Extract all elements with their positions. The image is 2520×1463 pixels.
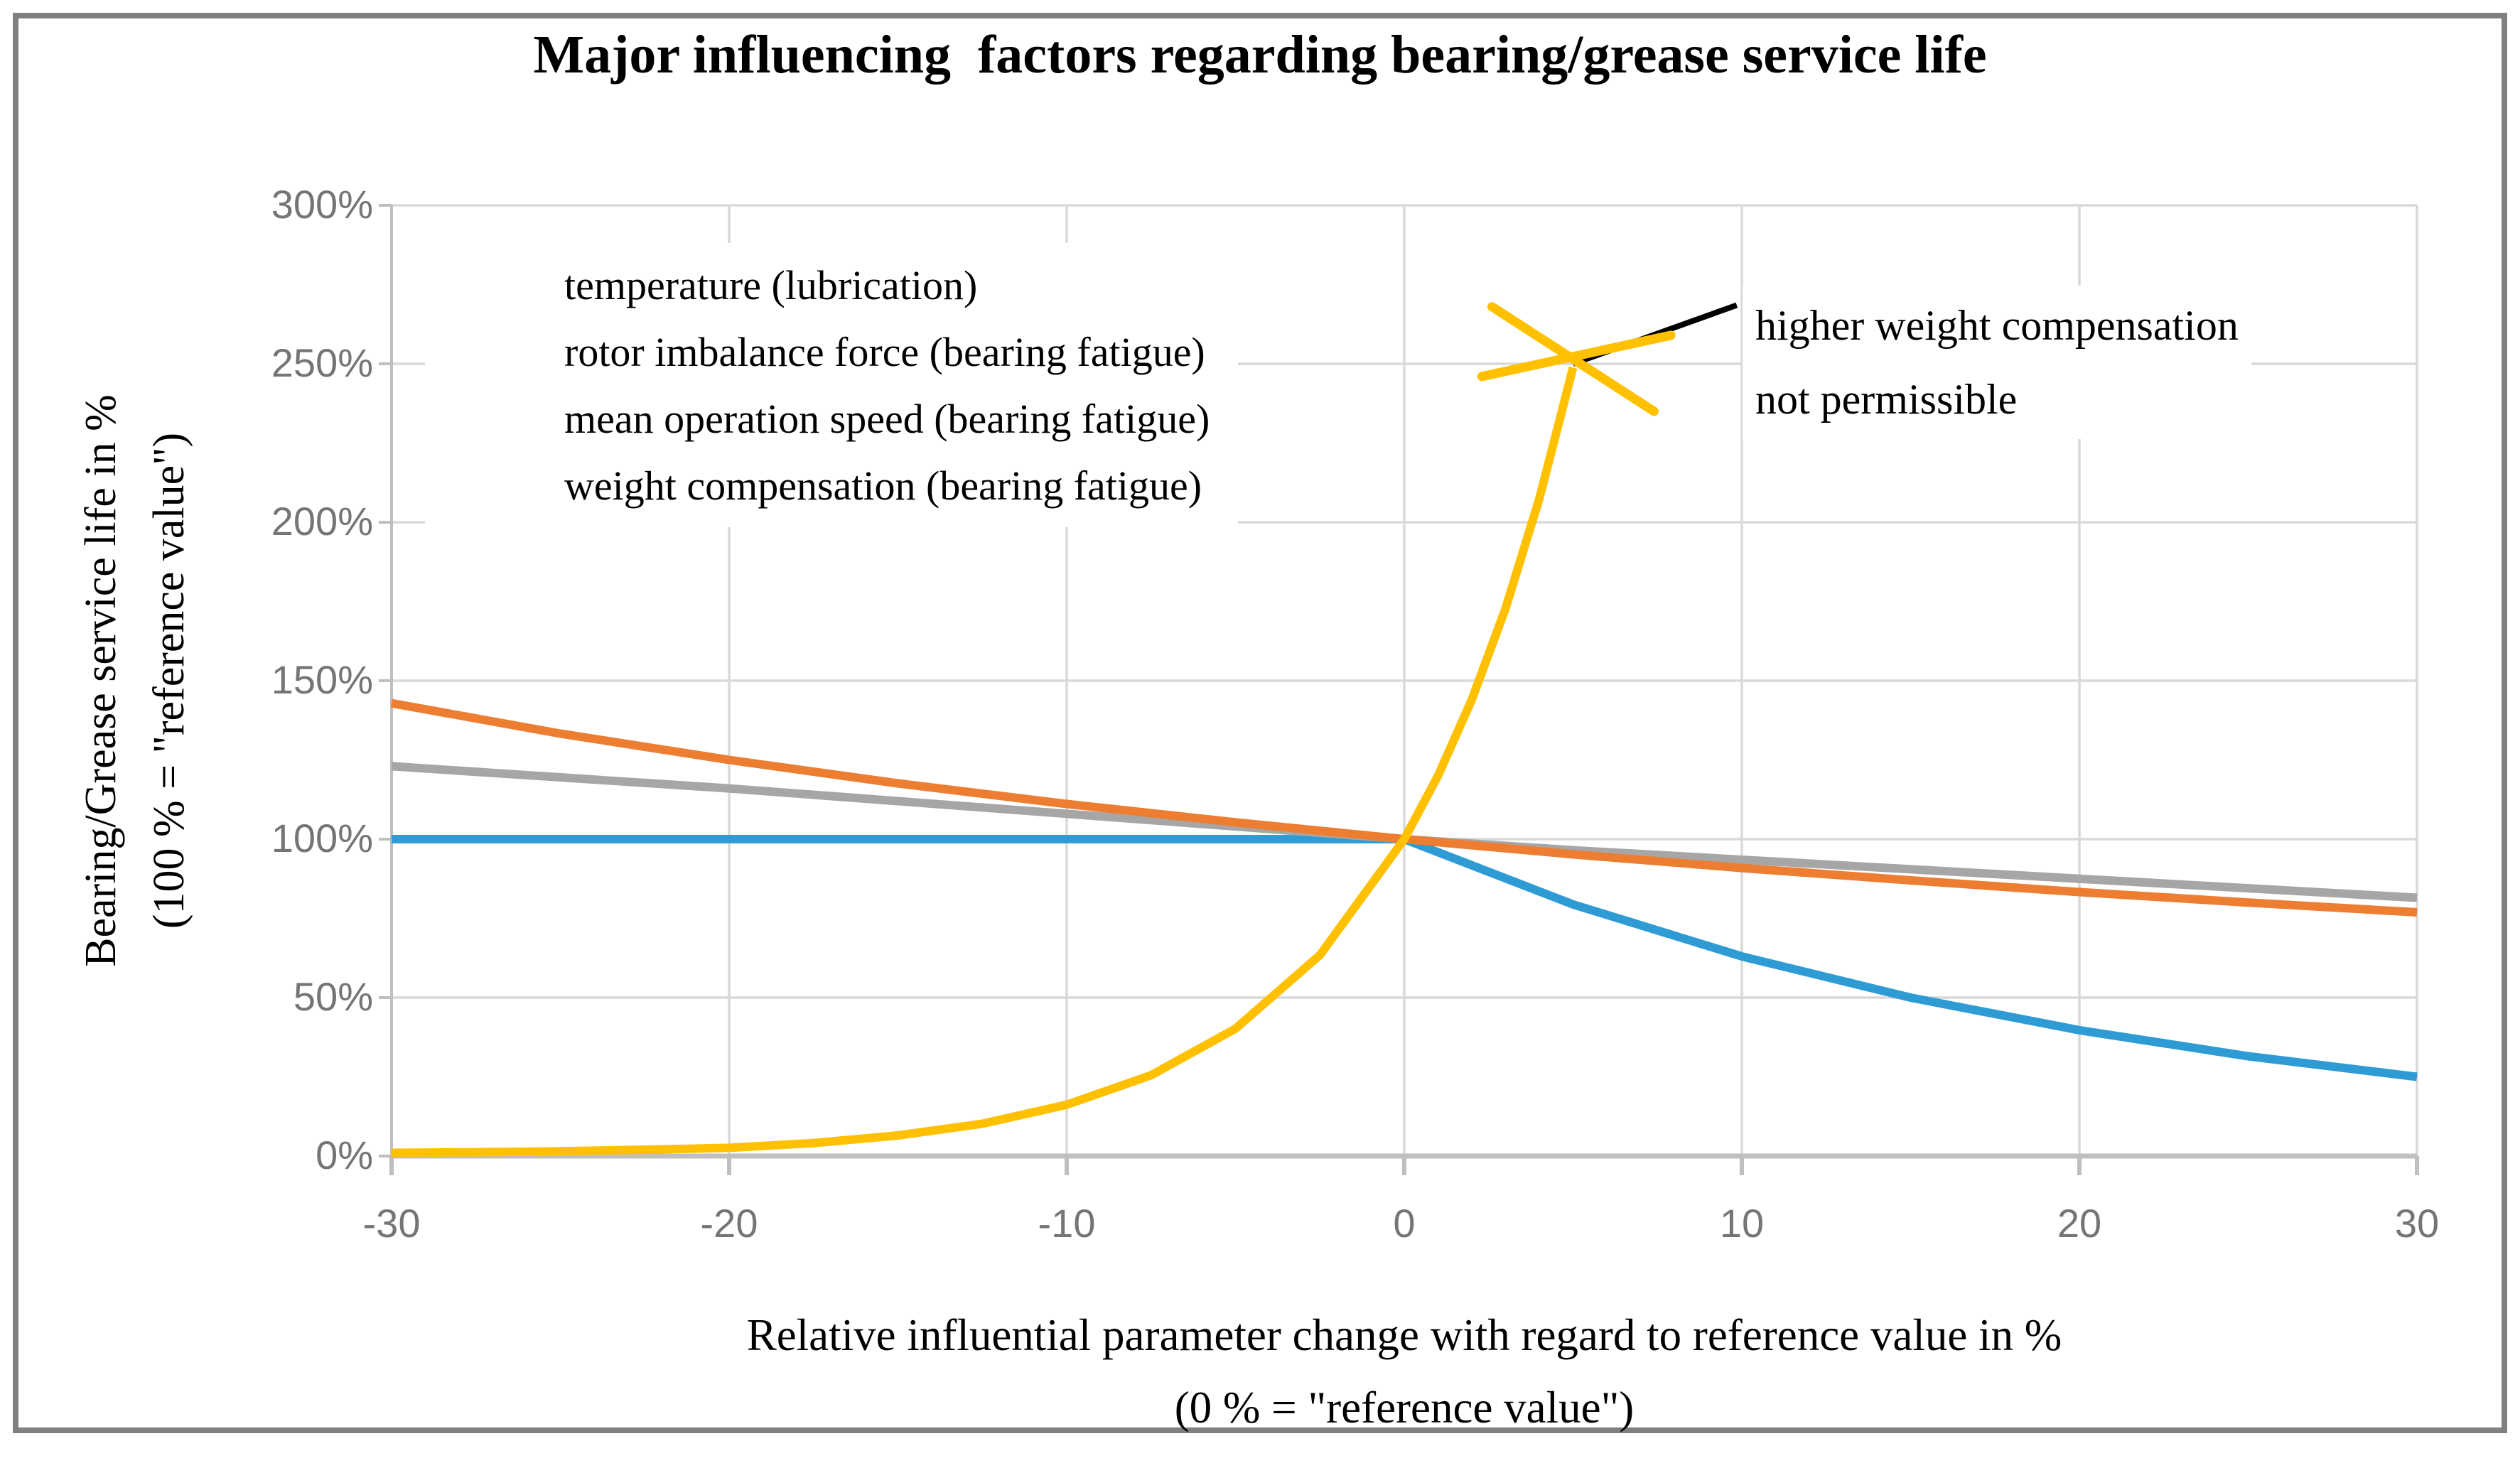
chart-title: Major influencing factors regarding bear… [533, 25, 1987, 85]
figure-border [13, 13, 2507, 1433]
x-tick-label: 0 [1393, 1201, 1416, 1246]
legend-label: rotor imbalance force (bearing fatigue) [564, 328, 1205, 375]
legend-swatch-mean-operation-speed-icon [436, 414, 544, 423]
x-tick-label: -30 [362, 1201, 421, 1246]
legend-label: mean operation speed (bearing fatigue) [564, 395, 1210, 442]
x-tick-label: 20 [2057, 1201, 2102, 1246]
y-tick-label: 300% [271, 182, 373, 227]
y-tick-label: 150% [271, 657, 373, 702]
legend-label: temperature (lubrication) [564, 261, 978, 308]
not-permissible-x-marker [1477, 330, 1676, 382]
y-tick-label: 0% [316, 1133, 373, 1177]
annotation-line2: not permissible [1755, 376, 2018, 423]
x-tick-label: -10 [1038, 1201, 1096, 1246]
legend-swatch-temperature-icon [436, 280, 544, 290]
x-tick-label: -20 [700, 1201, 758, 1246]
legend-item-weight-compensation: weight compensation (bearing fatigue) [436, 452, 1210, 519]
y-axis-title-line1: Bearing/Grease service life in % [77, 394, 125, 967]
legend-label: weight compensation (bearing fatigue) [564, 462, 1202, 509]
legend-swatch-rotor-imbalance-icon [436, 347, 544, 357]
x-tick-label: 30 [2394, 1201, 2440, 1246]
x-tick-label: 10 [1719, 1201, 1765, 1246]
not-permissible-annotation: higher weight compensation not permissib… [1743, 286, 2251, 439]
legend-item-mean-operation-speed: mean operation speed (bearing fatigue) [436, 385, 1210, 452]
y-tick-label: 200% [271, 499, 373, 544]
x-axis-title: Relative influential parameter change wi… [392, 1299, 2417, 1444]
legend-swatch-weight-compensation-icon [436, 480, 544, 490]
legend-item-rotor-imbalance: rotor imbalance force (bearing fatigue) [436, 318, 1210, 385]
y-tick-label: 100% [271, 816, 373, 860]
y-axis-title-line2: (100 % = "reference value") [145, 432, 193, 929]
chart-legend: temperature (lubrication) rotor imbalanc… [425, 243, 1239, 527]
y-axis-title: Bearing/Grease service life in % (100 % … [67, 148, 203, 1214]
y-tick-label: 50% [293, 974, 373, 1019]
x-axis-title-line2: (0 % = "reference value") [1174, 1383, 1635, 1432]
legend-item-temperature: temperature (lubrication) [436, 252, 1210, 318]
series-line-weight [391, 366, 1578, 1157]
y-tick-label: 250% [271, 340, 373, 385]
x-axis-title-line1: Relative influential parameter change wi… [746, 1310, 2062, 1360]
annotation-line1: higher weight compensation [1755, 302, 2239, 349]
